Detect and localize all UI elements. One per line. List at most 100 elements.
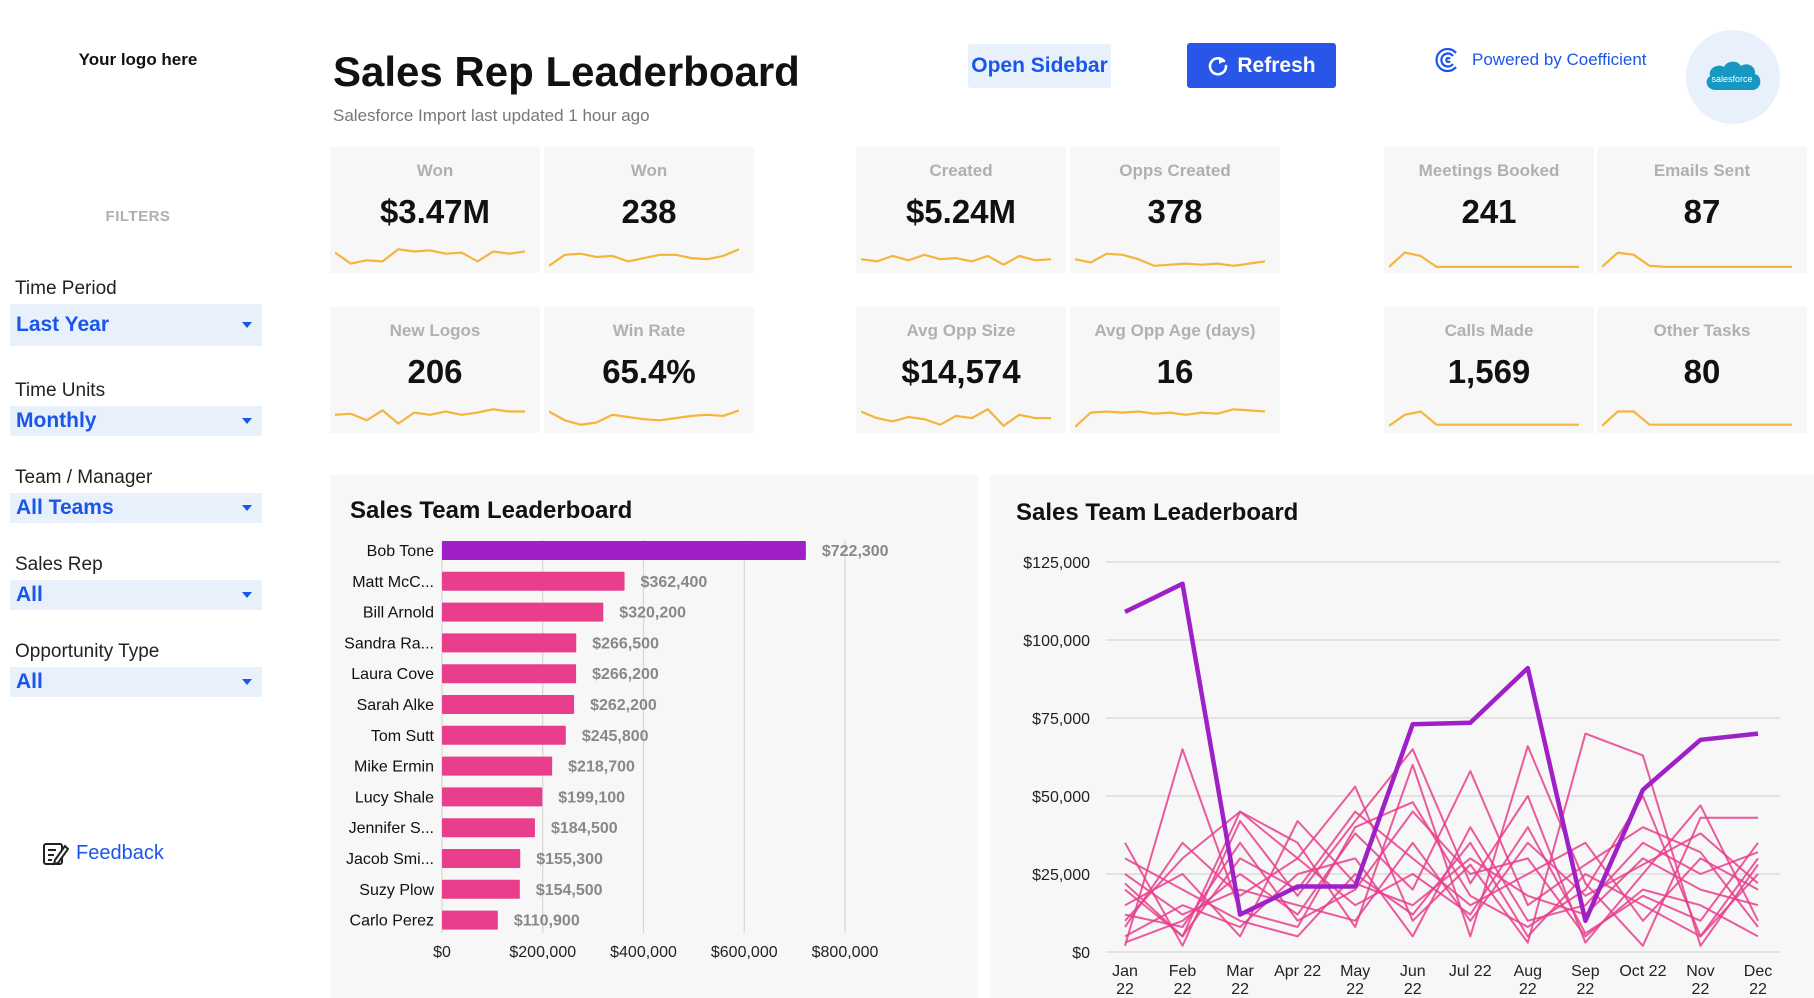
kpi-sparkline <box>1602 403 1792 431</box>
time-period-value: Last Year <box>16 313 109 337</box>
time-units-select[interactable]: Monthly <box>10 406 262 436</box>
svg-text:salesforce: salesforce <box>1711 74 1752 84</box>
y-tick-label: $25,000 <box>1032 867 1090 884</box>
bar-value-label: $320,200 <box>619 605 686 622</box>
kpi-label: Win Rate <box>544 321 754 341</box>
x-tick-year: 22 <box>1519 981 1537 998</box>
refresh-button[interactable]: Refresh <box>1187 43 1336 88</box>
x-tick-label: Dec <box>1744 963 1772 980</box>
x-tick-label: Mar <box>1226 963 1254 980</box>
sparkline-path <box>1602 253 1792 267</box>
kpi-label: Created <box>856 161 1066 181</box>
x-tick-label: $400,000 <box>610 944 677 961</box>
opportunity-type-select[interactable]: All <box>10 667 262 697</box>
bar-value-label: $154,500 <box>536 882 603 899</box>
bar-category-label: Carlo Perez <box>350 913 434 930</box>
sparkline-path <box>1075 254 1265 266</box>
kpi-card: Win Rate 65.4% <box>544 307 754 433</box>
kpi-value: 16 <box>1070 353 1280 391</box>
bar-category-label: Mike Ermin <box>354 759 434 776</box>
sparkline-path <box>861 409 1051 426</box>
kpi-sparkline <box>1075 403 1265 431</box>
bar-category-label: Tom Sutt <box>371 728 435 745</box>
kpi-card: Opps Created 378 <box>1070 147 1280 273</box>
y-tick-label: $125,000 <box>1023 555 1090 572</box>
sales-rep-select[interactable]: All <box>10 580 262 610</box>
kpi-sparkline <box>1075 243 1265 271</box>
bar-category-label: Matt McC... <box>352 574 434 591</box>
kpi-label: Won <box>544 161 754 181</box>
y-tick-label: $50,000 <box>1032 789 1090 806</box>
kpi-label: Opps Created <box>1070 161 1280 181</box>
bar <box>442 664 576 683</box>
kpi-card: Created $5.24M <box>856 147 1066 273</box>
kpi-value: $14,574 <box>856 353 1066 391</box>
bar-category-label: Bill Arnold <box>363 605 434 622</box>
bar-value-label: $245,800 <box>582 728 649 745</box>
kpi-value: 65.4% <box>544 353 754 391</box>
bar-value-label: $722,300 <box>822 543 889 560</box>
kpi-label: Won <box>330 161 540 181</box>
x-tick-year: 22 <box>1404 981 1422 998</box>
bar-value-label: $266,200 <box>592 666 659 683</box>
kpi-card: Won 238 <box>544 147 754 273</box>
bar <box>442 787 542 806</box>
kpi-value: $5.24M <box>856 193 1066 231</box>
time-units-value: Monthly <box>16 409 96 433</box>
sparkline-path <box>1389 253 1579 267</box>
x-tick-year: 22 <box>1174 981 1192 998</box>
bar <box>442 572 625 591</box>
kpi-card: Emails Sent 87 <box>1597 147 1807 273</box>
bar-value-label: $262,200 <box>590 697 657 714</box>
filter-label-opportunity-type: Opportunity Type <box>15 641 263 663</box>
chevron-down-icon <box>242 592 252 598</box>
filter-label-time-units: Time Units <box>15 380 263 402</box>
filter-label-team-manager: Team / Manager <box>15 467 263 489</box>
bar-value-label: $110,900 <box>514 913 580 930</box>
sparkline-path <box>335 249 525 263</box>
bar-category-label: Sandra Ra... <box>344 635 434 652</box>
bar <box>442 541 806 560</box>
kpi-label: Other Tasks <box>1597 321 1807 341</box>
edit-note-icon <box>40 838 70 868</box>
line-chart-panel: Sales Team Leaderboard $0 $25,000 $50,000 $… <box>990 475 1814 998</box>
filters-heading: FILTERS <box>40 208 236 225</box>
bar-category-label: Bob Tone <box>367 543 434 560</box>
kpi-label: Emails Sent <box>1597 161 1807 181</box>
kpi-sparkline <box>861 243 1051 271</box>
kpi-value: $3.47M <box>330 193 540 231</box>
chevron-down-icon <box>242 679 252 685</box>
powered-by-link[interactable]: Powered by Coefficient <box>1434 46 1647 74</box>
sales-rep-value: All <box>16 583 43 607</box>
bar-category-label: Jennifer S... <box>349 820 434 837</box>
filter-label-time-period: Time Period <box>15 278 263 300</box>
refresh-label: Refresh <box>1237 54 1315 78</box>
line-chart: $0 $25,000 $50,000 $75,000 $100,000 $125,000 J… <box>990 475 1814 998</box>
sparkline-path <box>861 255 1051 265</box>
x-tick-label: Oct 22 <box>1619 963 1666 980</box>
kpi-card: Won $3.47M <box>330 147 540 273</box>
bar-value-label: $218,700 <box>568 759 635 776</box>
sparkline-path <box>549 249 739 265</box>
team-manager-select[interactable]: All Teams <box>10 493 262 523</box>
x-tick-year: 22 <box>1692 981 1710 998</box>
kpi-value: 80 <box>1597 353 1807 391</box>
x-tick-label: $200,000 <box>509 944 576 961</box>
kpi-card: Other Tasks 80 <box>1597 307 1807 433</box>
x-tick-label: Jun <box>1400 963 1426 980</box>
kpi-value: 206 <box>330 353 540 391</box>
kpi-value: 87 <box>1597 193 1807 231</box>
bar-value-label: $199,100 <box>558 789 625 806</box>
x-tick-label: Aug <box>1514 963 1542 980</box>
kpi-sparkline <box>335 403 525 431</box>
bar <box>442 757 552 776</box>
salesforce-logo: salesforce <box>1686 30 1780 124</box>
feedback-link[interactable]: Feedback <box>40 838 164 868</box>
time-period-select[interactable]: Last Year <box>10 304 262 346</box>
kpi-card: Meetings Booked 241 <box>1384 147 1594 273</box>
opportunity-type-value: All <box>16 670 43 694</box>
kpi-card: New Logos 206 <box>330 307 540 433</box>
kpi-label: Avg Opp Age (days) <box>1070 321 1280 341</box>
open-sidebar-button[interactable]: Open Sidebar <box>968 44 1111 88</box>
kpi-value: 378 <box>1070 193 1280 231</box>
